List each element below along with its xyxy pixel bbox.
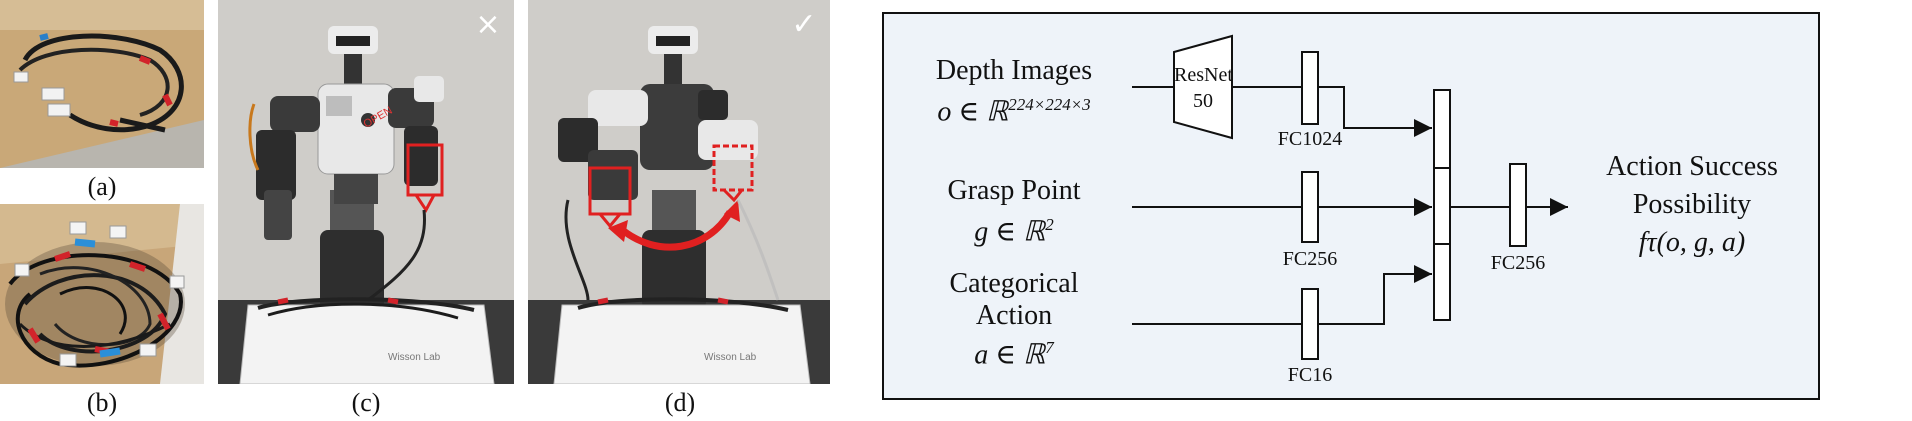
cross-icon: × bbox=[475, 7, 500, 42]
fc16-layer bbox=[1301, 288, 1319, 360]
photo-a bbox=[0, 0, 204, 168]
categorical-action-var: a ∈ ℝ7 bbox=[974, 338, 1054, 371]
fc1024-label: FC1024 bbox=[1277, 128, 1343, 150]
output-formula: fτ(o, g, a) bbox=[1638, 227, 1746, 258]
output-label: Action Success Possibility fτ(o, g, a) bbox=[1574, 148, 1810, 262]
fc256-out-layer bbox=[1509, 163, 1527, 247]
photo-c-image: OPEN Wisson Lab × bbox=[218, 0, 514, 384]
photo-b bbox=[0, 204, 204, 384]
depth-images-title: Depth Images bbox=[935, 55, 1093, 86]
fc16-label: FC16 bbox=[1287, 364, 1333, 386]
caption-a: (a) bbox=[87, 172, 117, 201]
check-icon: ✓ bbox=[791, 7, 816, 42]
caption-d: (d) bbox=[664, 388, 696, 417]
depth-images-label: Depth Images o ∈ ℝ224×224×3 bbox=[904, 54, 1124, 129]
fc256-out-label: FC256 bbox=[1490, 252, 1546, 274]
resnet-block bbox=[1173, 34, 1233, 140]
categorical-action-title1: Categorical bbox=[949, 268, 1079, 299]
categorical-action-label: Categorical Action a ∈ ℝ7 bbox=[904, 268, 1124, 371]
photo-d-image: Wisson Lab ✓ bbox=[528, 0, 830, 384]
grasp-point-var: g ∈ ℝ2 bbox=[974, 215, 1054, 248]
depth-images-var: o ∈ ℝ224×224×3 bbox=[937, 95, 1091, 128]
fc1024-layer bbox=[1301, 51, 1319, 125]
photo-c: OPEN Wisson Lab × bbox=[218, 0, 514, 384]
diagram-lines bbox=[1132, 34, 1568, 360]
fc1024-to-concat-arrow bbox=[1318, 86, 1432, 137]
grasp-point-title: Grasp Point bbox=[947, 175, 1081, 206]
concat-block bbox=[1433, 89, 1451, 321]
fc256-grasp-layer bbox=[1301, 171, 1319, 243]
resnet-label: ResNet 50 bbox=[1174, 64, 1233, 112]
caption-b: (b) bbox=[86, 388, 118, 417]
grasp-point-label: Grasp Point g ∈ ℝ2 bbox=[904, 174, 1124, 249]
photo-d: Wisson Lab ✓ bbox=[528, 0, 830, 384]
categorical-action-title2: Action bbox=[975, 300, 1053, 331]
output-title1: Action Success bbox=[1606, 151, 1778, 182]
output-title2: Possibility bbox=[1632, 189, 1752, 220]
photo-b-image bbox=[0, 204, 204, 384]
box-logo-d: Wisson Lab bbox=[704, 352, 757, 363]
network-diagram: Depth Images o ∈ ℝ224×224×3 ResNet 50 FC… bbox=[882, 12, 1820, 400]
fc256-grasp-label: FC256 bbox=[1282, 248, 1338, 270]
caption-c: (c) bbox=[351, 388, 381, 417]
photo-a-image bbox=[0, 0, 204, 168]
box-logo-c: Wisson Lab bbox=[388, 352, 441, 363]
